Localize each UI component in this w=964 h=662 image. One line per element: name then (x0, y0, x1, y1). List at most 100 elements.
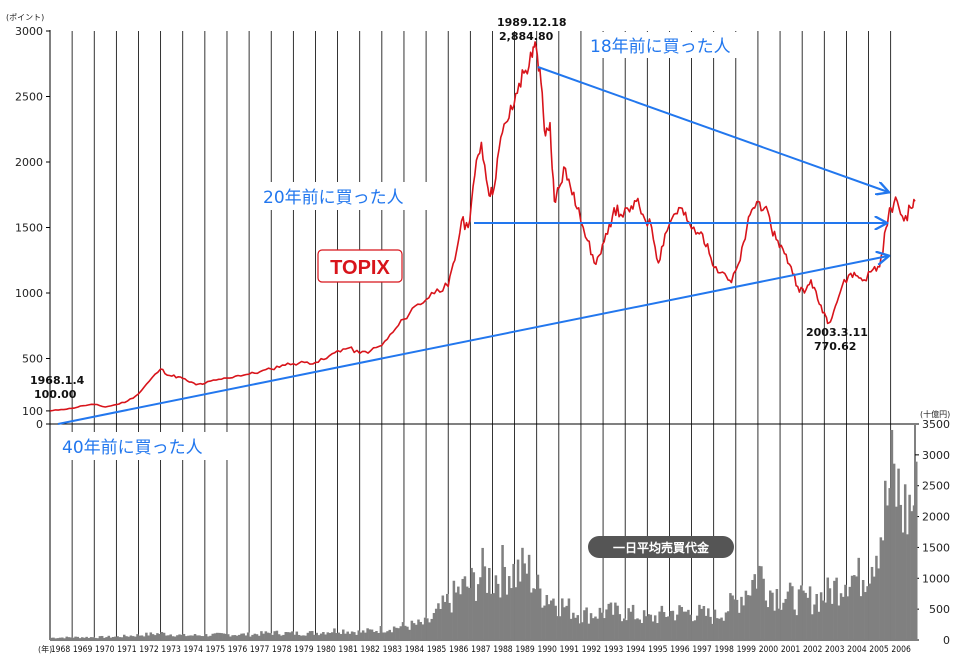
topix-badge-text: TOPIX (330, 257, 390, 279)
year-tick-label: 1992 (582, 645, 602, 655)
year-tick-label: 1973 (161, 645, 181, 655)
volume-bar (841, 596, 845, 640)
volume-bar (713, 609, 717, 640)
volume-bar (138, 635, 142, 640)
volume-bar (54, 638, 57, 640)
volume-bar (198, 635, 201, 640)
low-value-label: 770.62 (814, 340, 856, 353)
year-tick-label: 1974 (184, 645, 204, 655)
volume-bar (452, 580, 456, 640)
volume-bar (251, 634, 254, 640)
volume-bar (202, 636, 206, 640)
volume-bar (392, 626, 396, 640)
volume-bar (634, 619, 637, 640)
volume-bar (558, 616, 562, 640)
year-tick-label: 1979 (294, 645, 314, 655)
volume-bar (864, 592, 867, 640)
volume-bar (372, 631, 376, 640)
volume-bar (264, 631, 268, 640)
year-tick-label: 1976 (228, 645, 248, 655)
peak-date-label: 1989.12.18 (497, 16, 567, 29)
volume-bar (140, 635, 144, 640)
volume-bar (521, 547, 524, 640)
volume-bar (377, 632, 380, 640)
volume-bar (255, 634, 259, 640)
volume-bar (525, 573, 529, 640)
volume-bar (901, 532, 905, 640)
volume-bar (485, 592, 489, 640)
arrow-18-years (537, 66, 888, 192)
volume-bar (291, 631, 294, 640)
volume-bar (220, 633, 223, 640)
volume-bar (837, 605, 841, 640)
volume-bar (401, 622, 405, 640)
volume-bar (735, 599, 739, 640)
top-y-tick-label: 1500 (15, 222, 43, 235)
volume-bar (191, 635, 195, 640)
year-tick-label: 1991 (560, 645, 580, 655)
volume-bar (625, 620, 628, 640)
volume-bar (563, 607, 566, 640)
volume-bar (348, 633, 352, 640)
volume-bar (326, 632, 330, 640)
volume-bar (463, 576, 467, 640)
year-tick-label: 1989 (515, 645, 535, 655)
volume-bar (740, 596, 743, 640)
volume-bar (720, 617, 723, 640)
volume-bar (830, 603, 834, 640)
volume-bar (262, 633, 265, 640)
volume-bar (561, 598, 564, 640)
volume-bar (897, 468, 900, 640)
volume-bar (808, 586, 812, 640)
volume-bar (549, 600, 553, 640)
year-tick-label: 1994 (626, 645, 646, 655)
volume-bar (631, 604, 635, 640)
volume-bar (793, 609, 796, 640)
volume-bar (403, 625, 407, 640)
volume-bar (142, 636, 146, 640)
volume-bar (226, 634, 230, 640)
volume-bar (614, 602, 617, 640)
year-tick-label: 1968 (51, 645, 71, 655)
volume-bar (622, 618, 626, 640)
year-tick-label: 1981 (338, 645, 358, 655)
volume-bar (534, 589, 538, 640)
volume-bar (722, 620, 726, 640)
volume-bar (355, 634, 358, 640)
volume-bar (777, 608, 781, 640)
volume-bar (69, 637, 73, 640)
volume-bar (711, 623, 714, 640)
volume-bar (189, 635, 192, 640)
volume-bar (448, 602, 451, 640)
volume-bar (423, 617, 427, 640)
bottom-y-tick-label: 3000 (922, 449, 950, 462)
volume-bar (594, 616, 597, 640)
volume-bar (474, 600, 478, 640)
volume-bar (724, 612, 728, 640)
top-y-tick-label: 3000 (15, 25, 43, 38)
volume-bar (397, 628, 400, 640)
volume-bar (906, 534, 909, 640)
volume-bar (576, 615, 580, 640)
year-tick-label: 2001 (781, 645, 801, 655)
volume-bar (149, 632, 153, 640)
volume-bar (297, 634, 301, 640)
year-tick-label: 1993 (604, 645, 624, 655)
year-tick-label: 1977 (250, 645, 270, 655)
volume-bar (415, 624, 418, 640)
volume-bar (134, 636, 137, 640)
year-tick-label: 2005 (869, 645, 889, 655)
volume-bar (636, 618, 639, 640)
volume-bar (499, 597, 502, 640)
volume-bar (541, 607, 544, 640)
volume-bar (718, 618, 721, 640)
volume-bar (512, 563, 515, 640)
volume-bar (151, 634, 155, 640)
volume-bar (892, 463, 896, 640)
volume-bar (627, 608, 630, 640)
volume-bar (222, 633, 226, 640)
volume-bar (342, 629, 345, 640)
volume-bar (532, 588, 535, 640)
volume-bar (58, 637, 62, 640)
